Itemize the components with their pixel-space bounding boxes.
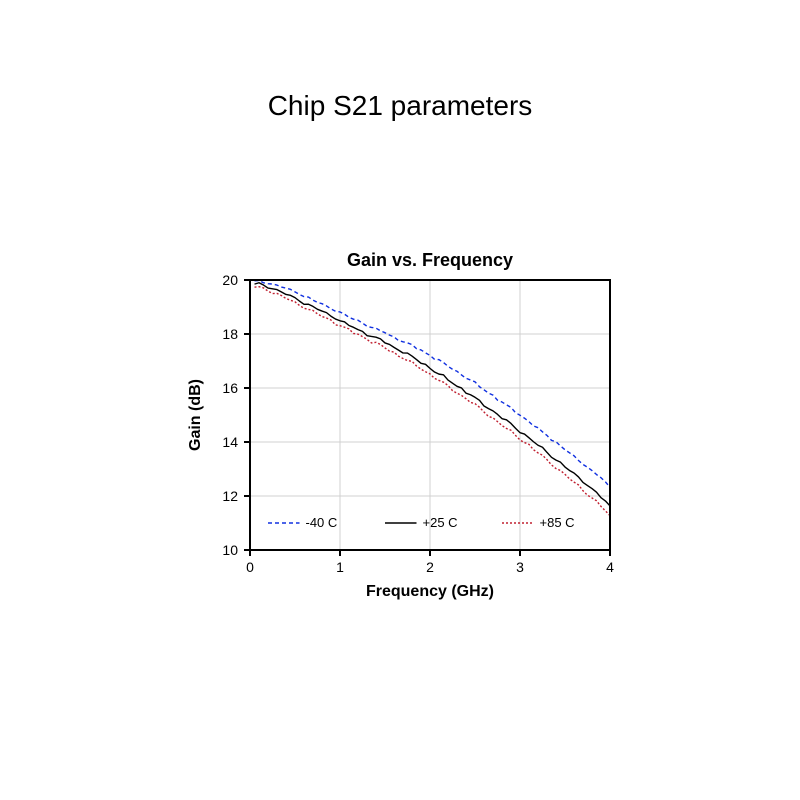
svg-text:3: 3 — [516, 559, 524, 575]
svg-text:14: 14 — [222, 434, 238, 450]
svg-text:4: 4 — [606, 559, 614, 575]
svg-text:20: 20 — [222, 272, 238, 288]
svg-text:12: 12 — [222, 488, 238, 504]
svg-text:+25 C: +25 C — [423, 515, 458, 530]
svg-text:Frequency (GHz): Frequency (GHz) — [366, 583, 494, 600]
svg-text:0: 0 — [246, 559, 254, 575]
svg-text:2: 2 — [426, 559, 434, 575]
svg-text:16: 16 — [222, 380, 238, 396]
chart-svg: 01234101214161820Frequency (GHz)Gain (dB… — [170, 240, 630, 620]
svg-text:Gain (dB): Gain (dB) — [187, 379, 204, 451]
svg-text:10: 10 — [222, 542, 238, 558]
svg-text:+85 C: +85 C — [540, 515, 575, 530]
gain-vs-frequency-chart: 01234101214161820Frequency (GHz)Gain (dB… — [170, 240, 630, 620]
svg-text:-40 C: -40 C — [306, 515, 338, 530]
page: Chip S21 parameters 01234101214161820Fre… — [0, 0, 800, 800]
svg-text:1: 1 — [336, 559, 344, 575]
svg-text:Gain vs. Frequency: Gain vs. Frequency — [347, 250, 513, 270]
svg-text:18: 18 — [222, 326, 238, 342]
page-title: Chip S21 parameters — [0, 90, 800, 122]
